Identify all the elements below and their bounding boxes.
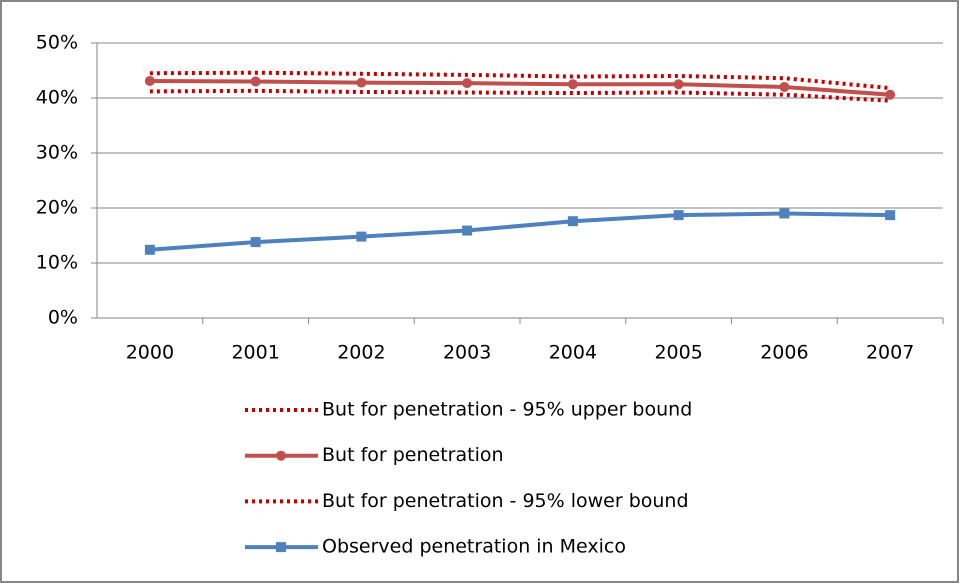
x-tick-label: 2006 (760, 342, 808, 364)
x-tick-label: 2004 (549, 342, 597, 364)
y-tick-label: 0% (48, 307, 78, 329)
y-tick-label: 50% (36, 32, 78, 54)
point (462, 78, 473, 89)
point (144, 244, 155, 255)
point (276, 450, 286, 461)
y-tick-label: 10% (36, 252, 78, 274)
point (356, 231, 367, 242)
x-tick-label: 2007 (866, 342, 914, 364)
legend-label: But for penetration - 95% lower bound (322, 490, 689, 512)
series-line (149, 211, 891, 252)
legend-label: Observed penetration in Mexico (322, 536, 626, 558)
point (356, 77, 367, 88)
y-tick-label: 30% (36, 142, 78, 164)
point (144, 75, 155, 86)
x-tick-label: 2002 (337, 342, 385, 364)
y-tick-label: 20% (36, 197, 78, 219)
legend-label: But for penetration (322, 444, 504, 466)
y-tick-label: 40% (36, 87, 78, 109)
point (673, 210, 684, 221)
series-line (149, 88, 891, 103)
point (462, 225, 473, 236)
point (276, 542, 286, 553)
series-line (149, 70, 891, 91)
point (567, 216, 578, 227)
point (567, 79, 578, 90)
point (779, 82, 790, 92)
x-tick-label: 2001 (231, 342, 279, 364)
point (250, 76, 261, 87)
point (885, 89, 896, 100)
point (885, 210, 896, 221)
point (673, 79, 684, 90)
point (250, 237, 261, 248)
legend-label: But for penetration - 95% upper bound (322, 399, 692, 421)
x-tick-label: 2003 (443, 342, 491, 364)
series-line (149, 78, 891, 97)
x-tick-label: 2000 (126, 342, 174, 364)
x-tick-label: 2005 (654, 342, 702, 364)
point (779, 208, 790, 219)
